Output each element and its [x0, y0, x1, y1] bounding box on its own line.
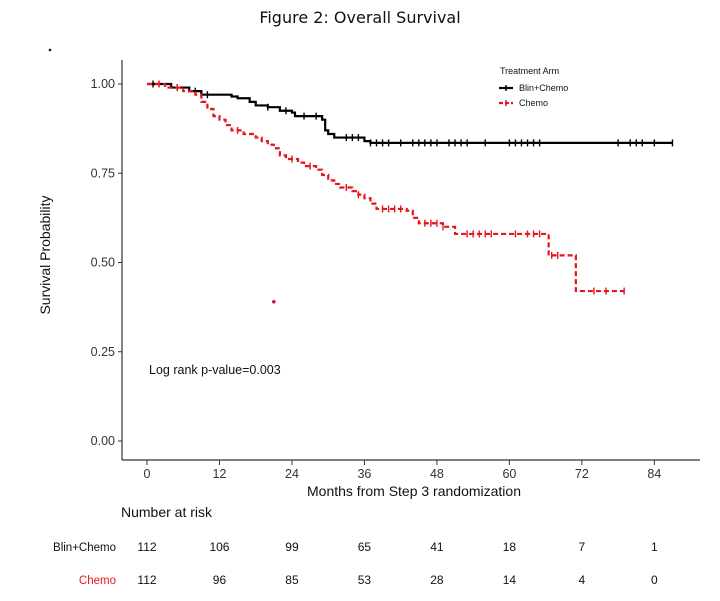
risk-count: 85: [285, 573, 299, 587]
risk-table: Number at risk Blin+Chemo 112 106 99 65 41 18 7…: [53, 504, 658, 587]
survival-curve-blin-chemo: [147, 82, 673, 145]
risk-table-title: Number at risk: [121, 504, 213, 520]
logrank-annotation: Log rank p-value=0.003: [149, 363, 281, 377]
risk-row-blin-chemo: Blin+Chemo 112 106 99 65 41 18 7 1: [53, 540, 658, 554]
x-tick-label: 0: [144, 467, 151, 481]
survival-curve-chemo: [147, 82, 625, 293]
x-axis-title: Months from Step 3 randomization: [307, 483, 521, 499]
risk-count: 41: [430, 540, 444, 554]
risk-count: 1: [651, 540, 658, 554]
x-tick-label: 72: [575, 467, 589, 481]
risk-count: 7: [579, 540, 586, 554]
risk-row-label: Blin+Chemo: [53, 542, 116, 554]
risk-count: 106: [209, 540, 229, 554]
risk-count: 112: [137, 573, 156, 587]
risk-count: 53: [358, 573, 372, 587]
stray-data-point: [272, 299, 276, 304]
legend-label-blin-chemo: Blin+Chemo: [519, 83, 568, 93]
axes: [121, 60, 700, 461]
risk-count: 14: [503, 573, 517, 587]
x-tick-label: 36: [357, 467, 371, 481]
risk-row-label: Chemo: [79, 575, 116, 587]
risk-count: 4: [579, 573, 586, 587]
legend-label-chemo: Chemo: [519, 98, 548, 108]
x-tick-label: 48: [430, 467, 444, 481]
y-ticks: 0.00 0.25 0.50 0.75 1.00: [91, 77, 122, 448]
risk-count: 65: [358, 540, 372, 554]
risk-count: 18: [503, 540, 517, 554]
stray-dot-top-left: [48, 48, 52, 52]
y-tick-label: 0.75: [91, 166, 115, 180]
risk-count: 112: [137, 540, 156, 554]
x-tick-label: 84: [647, 467, 661, 481]
x-ticks: 0 12 24 36 48 60 72 84: [144, 460, 661, 481]
legend-title: Treatment Arm: [500, 66, 559, 76]
x-tick-label: 24: [285, 467, 299, 481]
figure-title: Figure 2: Overall Survival: [259, 8, 461, 27]
risk-count: 28: [430, 573, 444, 587]
risk-count: 96: [213, 573, 227, 587]
legend-entry-blin-chemo: Blin+Chemo: [499, 83, 568, 93]
legend-entry-chemo: Chemo: [499, 98, 548, 108]
curves: [147, 80, 674, 304]
risk-count: 99: [285, 540, 299, 554]
risk-row-chemo: Chemo 112 96 85 53 28 14 4 0: [79, 573, 658, 587]
risk-count: 0: [651, 573, 658, 587]
legend: Treatment Arm Blin+Chemo Chemo: [499, 66, 568, 108]
y-tick-label: 0.50: [91, 256, 115, 270]
y-axis-title: Survival Probability: [37, 195, 53, 314]
y-tick-label: 0.00: [91, 434, 115, 448]
y-tick-label: 1.00: [91, 77, 115, 91]
y-tick-label: 0.25: [91, 345, 115, 359]
x-tick-label: 60: [502, 467, 516, 481]
x-tick-label: 12: [213, 467, 227, 481]
